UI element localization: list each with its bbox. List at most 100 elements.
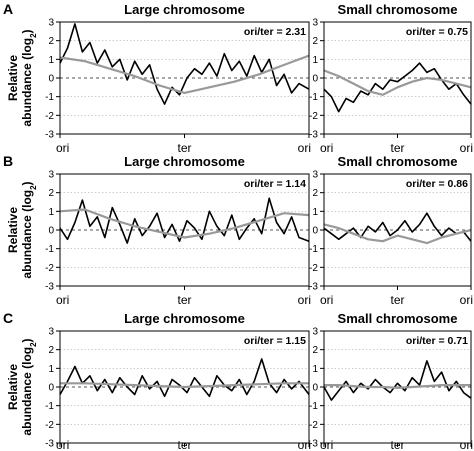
ori-ter-ratio: ori/ter = 0.71 — [406, 335, 468, 347]
y-tick-label: 1 — [48, 55, 54, 66]
y-tick-label: 2 — [48, 188, 54, 199]
panel-c-small: Small chromosome ori/ter = 0.71 -3 -2 -1 0 1 2 3… — [309, 311, 473, 451]
series-line-gray — [323, 223, 472, 245]
series-line-black — [323, 360, 472, 401]
y-tick-label: -2 — [309, 111, 318, 122]
series-line-black — [323, 212, 472, 242]
y-axis-title-line1: Relative — [6, 364, 20, 410]
y-tick-label: -3 — [45, 439, 54, 450]
panel-a-large: Large chromosome ori/ter = 2.31 -3 -2 -1 0 1 2 3… — [45, 2, 311, 155]
x-tick-label-ori: ori — [298, 438, 311, 451]
x-tick-label-ter: ter — [177, 141, 191, 155]
panel-title: Small chromosome — [338, 311, 458, 326]
panel-letter-b: B — [3, 153, 13, 169]
panel-letter-c: C — [3, 310, 13, 326]
y-tick-label: 0 — [48, 226, 54, 237]
y-tick-label: -1 — [309, 401, 318, 412]
series-line-gray — [59, 208, 310, 239]
y-tick-label: 2 — [312, 345, 318, 356]
y-tick-label: -3 — [45, 130, 54, 141]
y-tick-label: -3 — [45, 282, 54, 293]
y-tick-label: 2 — [312, 36, 318, 47]
y-tick-label: 2 — [48, 345, 54, 356]
series-line-black — [59, 197, 310, 244]
ori-ter-ratio: ori/ter = 0.75 — [406, 26, 468, 38]
x-tick-label-ori: ori — [298, 141, 311, 155]
series-line-gray — [323, 69, 472, 96]
y-tick-label: 2 — [48, 36, 54, 47]
panel-c-large: Large chromosome ori/ter = 1.15 -3 -2 -1 0 1 2 3… — [45, 311, 311, 451]
y-tick-label: 1 — [312, 207, 318, 218]
panel-a-small: Small chromosome ori/ter = 0.75 -3 -2 -1 0 1 2 3… — [309, 2, 473, 155]
panel-title: Large chromosome — [124, 154, 245, 169]
y-tick-label: -3 — [309, 282, 318, 293]
x-tick-label-ori: ori — [460, 293, 473, 307]
y-tick-label: 3 — [312, 18, 318, 29]
ori-ter-ratio: ori/ter = 1.15 — [244, 335, 306, 347]
y-tick-label: 3 — [48, 170, 54, 181]
y-tick-label: 1 — [312, 364, 318, 375]
y-tick-label: 3 — [312, 327, 318, 338]
series-line-gray — [59, 54, 310, 95]
ori-ter-ratio: ori/ter = 0.86 — [406, 178, 468, 190]
y-tick-label: 0 — [312, 226, 318, 237]
y-tick-label: -2 — [45, 111, 54, 122]
y-tick-label: -2 — [45, 420, 54, 431]
y-tick-label: -2 — [309, 420, 318, 431]
y-tick-label: -2 — [45, 263, 54, 274]
panel-title: Large chromosome — [124, 311, 245, 326]
series-line-gray — [324, 384, 471, 389]
x-tick-label-ori: ori — [320, 293, 333, 307]
y-tick-label: -1 — [45, 244, 54, 255]
panel-title: Small chromosome — [338, 154, 458, 169]
y-tick-label: 1 — [48, 207, 54, 218]
y-tick-label: -3 — [309, 130, 318, 141]
y-tick-label: 1 — [312, 55, 318, 66]
y-axis-title-line1: Relative — [6, 207, 20, 253]
panel-letter-a: A — [3, 1, 13, 17]
y-axis-title-line2: abundance (log2) — [20, 338, 38, 435]
x-tick-label-ori: ori — [56, 293, 69, 307]
x-tick-label-ori: ori — [56, 141, 69, 155]
y-tick-label: 3 — [48, 18, 54, 29]
panel-b-large: Large chromosome ori/ter = 1.14 -3 -2 -1 0 1 2 3… — [45, 154, 311, 307]
x-tick-label-ori: ori — [460, 141, 473, 155]
ori-ter-ratio: ori/ter = 2.31 — [244, 26, 306, 38]
y-tick-label: 1 — [48, 364, 54, 375]
x-tick-label-ter: ter — [390, 293, 404, 307]
x-tick-label-ori: ori — [56, 438, 69, 451]
x-tick-label-ori: ori — [460, 438, 473, 451]
y-axis-title-line2: abundance (log2) — [20, 29, 38, 126]
series-line-black — [59, 23, 310, 105]
y-tick-label: -1 — [309, 92, 318, 103]
y-tick-label: -3 — [309, 439, 318, 450]
x-tick-label-ori: ori — [320, 141, 333, 155]
panel-title: Small chromosome — [338, 2, 458, 17]
y-tick-label: -1 — [45, 401, 54, 412]
y-tick-label: -1 — [309, 244, 318, 255]
x-tick-label-ter: ter — [177, 293, 191, 307]
ori-ter-ratio: ori/ter = 1.14 — [244, 178, 306, 190]
y-tick-label: -1 — [45, 92, 54, 103]
y-tick-label: 3 — [48, 327, 54, 338]
series-line-black — [323, 62, 472, 113]
series-line-gray — [60, 382, 309, 389]
y-tick-label: 0 — [48, 74, 54, 85]
y-axis-title-line2: abundance (log2) — [20, 181, 38, 278]
y-axis-title-line1: Relative — [6, 55, 20, 101]
x-tick-label-ter: ter — [177, 438, 191, 451]
y-tick-label: -2 — [309, 263, 318, 274]
series-line-black — [59, 358, 310, 398]
y-tick-label: 0 — [48, 383, 54, 394]
y-tick-label: 2 — [312, 188, 318, 199]
panel-b-small: Small chromosome ori/ter = 0.86 -3 -2 -1 0 1 2 3… — [309, 154, 473, 307]
y-tick-label: 0 — [312, 383, 318, 394]
x-tick-label-ter: ter — [390, 141, 404, 155]
y-tick-label: 0 — [312, 74, 318, 85]
x-tick-label-ori: ori — [320, 438, 333, 451]
x-tick-label-ori: ori — [298, 293, 311, 307]
panel-title: Large chromosome — [124, 2, 245, 17]
y-tick-label: 3 — [312, 170, 318, 181]
x-tick-label-ter: ter — [390, 438, 404, 451]
